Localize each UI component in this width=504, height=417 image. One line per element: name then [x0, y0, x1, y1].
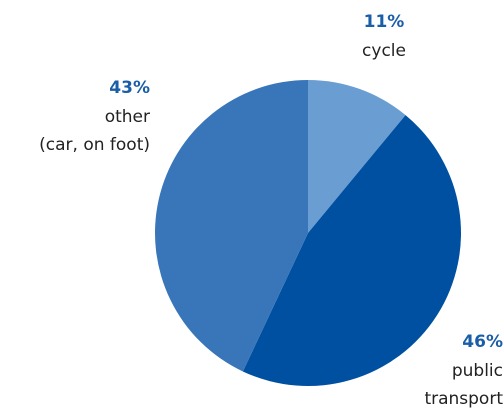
category-label: (car, on foot): [39, 135, 150, 155]
category-label: public: [452, 361, 503, 381]
value-label: 46%: [462, 332, 503, 352]
pie-slice: [242, 115, 462, 387]
value-label: 43%: [109, 78, 150, 98]
category-label: other: [105, 107, 150, 127]
category-label: transport: [424, 389, 503, 409]
value-label: 11%: [364, 12, 405, 32]
pie-slice: [155, 79, 308, 372]
category-label: cycle: [362, 41, 406, 61]
pie-slice: [308, 80, 406, 233]
